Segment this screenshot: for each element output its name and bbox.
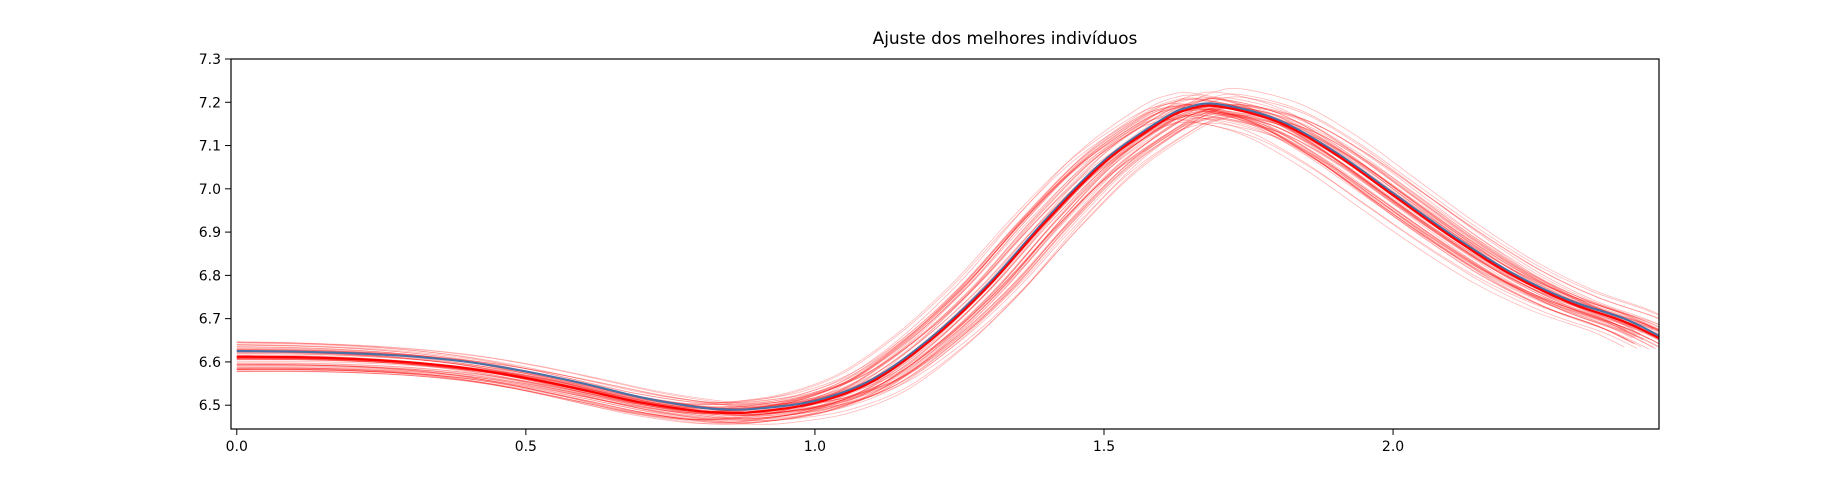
y-tick-label: 6.6	[199, 355, 221, 371]
ensemble-line	[236, 104, 1633, 414]
ensemble-line	[236, 113, 1659, 422]
series-line-1	[236, 102, 1659, 411]
ensemble-line	[236, 114, 1659, 419]
ensemble-line	[236, 114, 1644, 412]
ensemble-line	[236, 114, 1659, 414]
ensemble-line	[236, 113, 1659, 413]
ensemble-line	[236, 106, 1636, 420]
ensemble-line	[236, 94, 1641, 412]
ensemble-line	[236, 112, 1659, 420]
ensemble-line	[236, 97, 1654, 406]
x-tick-label: 1.0	[804, 439, 826, 455]
ensemble-line	[236, 121, 1638, 421]
ensemble-line	[236, 87, 1659, 406]
ensemble-line	[236, 118, 1659, 416]
ensemble-line	[236, 109, 1641, 409]
plot-frame	[230, 58, 1660, 430]
ensemble-line	[236, 118, 1625, 420]
chart-title: Ajuste dos melhores indivíduos	[873, 29, 1138, 49]
ensemble-line	[236, 103, 1659, 420]
x-tick-label: 2.0	[1382, 439, 1404, 455]
y-axis: 6.5 6.6 6.7 6.8 6.9 7.0 7.1 7.2 7.3	[199, 52, 231, 414]
series-line-2	[236, 104, 1659, 415]
ensemble-line	[236, 98, 1644, 410]
ensemble-line	[236, 111, 1659, 419]
ensemble-line	[236, 97, 1641, 403]
ensemble-line	[236, 104, 1642, 425]
y-tick-label: 6.8	[199, 268, 221, 284]
ensemble-line	[236, 107, 1643, 415]
ensemble-line	[236, 93, 1659, 404]
ensemble-line	[236, 104, 1659, 408]
ensemble-line	[236, 106, 1637, 409]
ensemble-line	[236, 106, 1628, 406]
ensemble-line	[236, 105, 1659, 411]
ensemble-line	[236, 105, 1659, 408]
ensemble-line	[236, 114, 1628, 413]
x-tick-label: 1.5	[1093, 439, 1115, 455]
y-tick-label: 6.7	[199, 312, 221, 328]
ensemble-line	[236, 108, 1656, 425]
y-tick-label: 7.2	[199, 95, 221, 111]
x-tick-label: 0.5	[515, 439, 537, 455]
ensemble-line	[236, 107, 1659, 422]
series-lines	[236, 102, 1659, 415]
ensemble-line	[236, 111, 1653, 410]
ensemble-line	[236, 100, 1655, 404]
y-tick-label: 7.0	[199, 182, 221, 198]
y-tick-label: 6.9	[199, 225, 221, 241]
ensemble-line	[236, 104, 1659, 425]
y-tick-label: 7.1	[199, 139, 221, 155]
ensemble-line	[236, 117, 1659, 424]
ensemble-line	[236, 103, 1659, 417]
ensemble-line	[236, 106, 1659, 414]
ensemble-line	[236, 104, 1659, 424]
y-tick-label: 6.5	[199, 398, 221, 414]
x-axis: 0.0 0.5 1.0 1.5 2.0	[226, 429, 1404, 455]
ensemble-lines	[236, 87, 1659, 425]
ensemble-line	[236, 105, 1634, 420]
ensemble-line	[236, 96, 1659, 417]
ensemble-line	[236, 98, 1641, 406]
y-tick-label: 7.3	[199, 52, 221, 68]
ensemble-line	[236, 92, 1635, 408]
x-tick-label: 0.0	[226, 439, 248, 455]
ensemble-line	[236, 122, 1659, 421]
